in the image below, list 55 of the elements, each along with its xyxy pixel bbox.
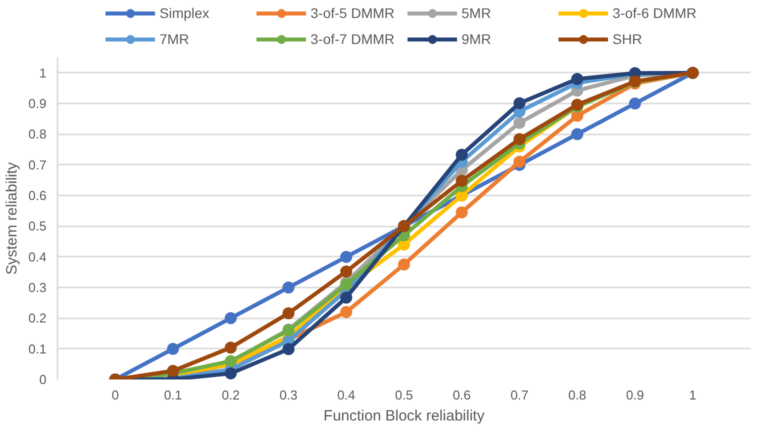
legend-label: 5MR	[462, 5, 492, 21]
point	[398, 258, 410, 270]
y-tick-label: 0.5	[28, 218, 47, 234]
legend-label: 7MR	[160, 31, 190, 47]
point	[167, 342, 179, 355]
point	[456, 206, 468, 218]
y-tick-label: 0.2	[28, 310, 47, 326]
point	[514, 133, 526, 146]
x-tick-label: 0	[112, 388, 119, 402]
point	[514, 116, 526, 129]
point	[340, 306, 352, 318]
x-axis-title: Function Block reliability	[324, 408, 485, 424]
y-tick-label: 0.4	[28, 249, 47, 264]
x-tick-label: 0.9	[626, 388, 644, 402]
point	[340, 250, 352, 263]
point	[571, 128, 584, 140]
point	[224, 342, 237, 354]
point	[282, 282, 294, 294]
legend-label: Simplex	[160, 5, 210, 21]
legend-label: 3-of-5 DMMR	[310, 5, 396, 21]
legend-label: 9MR	[462, 31, 492, 47]
point	[514, 156, 526, 168]
legend-label: SHR	[612, 31, 644, 47]
point	[456, 148, 468, 161]
point	[224, 367, 237, 380]
y-tick-label: 0.6	[28, 188, 47, 203]
legend-label: 3-of-7 DMMR	[310, 31, 396, 47]
y-tick-label: 0.7	[28, 157, 47, 172]
point	[282, 343, 294, 356]
x-tick-label: 1	[689, 388, 696, 402]
point	[340, 266, 352, 278]
point	[629, 98, 641, 110]
y-tick-label: 0.8	[28, 126, 47, 142]
x-tick-label: 0.6	[452, 388, 471, 402]
y-tick-label: 0	[39, 372, 47, 387]
y-tick-label: 0.9	[28, 96, 47, 111]
y-tick-label: 0.1	[28, 341, 47, 356]
point	[340, 292, 352, 304]
legend-label: 3-of-6 DMMR	[612, 5, 698, 21]
point	[167, 364, 179, 377]
y-axis-title: System reliability	[3, 162, 20, 275]
x-tick-label: 0.7	[510, 388, 529, 402]
point	[514, 97, 526, 110]
point	[224, 312, 237, 324]
y-tick-label: 1	[39, 65, 47, 80]
point	[456, 174, 468, 187]
point	[282, 307, 294, 320]
y-tick-label: 0.3	[28, 280, 47, 295]
x-tick-label: 0.2	[222, 388, 240, 402]
x-tick-label: 0.3	[279, 388, 298, 402]
x-tick-label: 0.5	[394, 388, 414, 402]
x-tick-label: 0.1	[164, 388, 182, 402]
x-tick-label: 0.8	[568, 388, 586, 402]
point	[571, 72, 584, 85]
x-tick-label: 0.4	[337, 388, 356, 402]
